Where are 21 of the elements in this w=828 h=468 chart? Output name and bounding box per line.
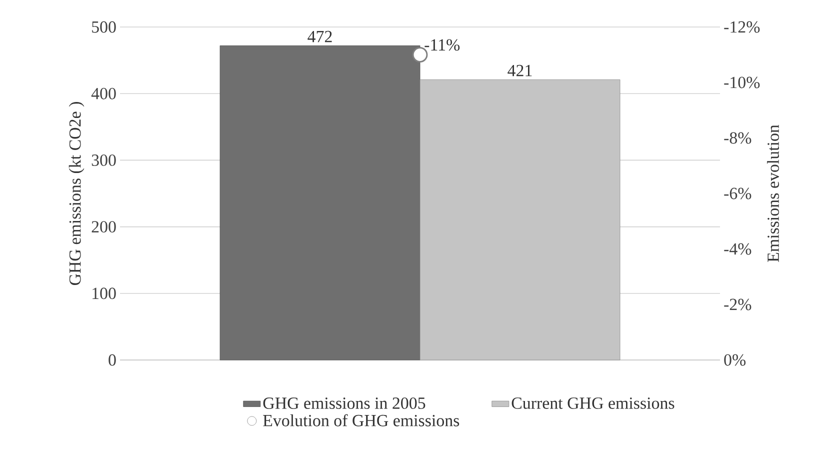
y-tick-label: 200: [92, 221, 116, 233]
y-tick-label: 500: [92, 21, 116, 33]
y2-tick-label: -10%: [724, 76, 760, 88]
legend-label: GHG emissions in 2005: [263, 397, 426, 409]
y-axis-title: GHG emissions (kt CO2e ): [68, 102, 84, 286]
y2-tick-label: -8%: [724, 132, 752, 144]
y-tick-label: 100: [92, 288, 116, 300]
y-tick-label: 400: [91, 88, 116, 100]
y2-tick-label: 0%: [724, 354, 746, 366]
legend-label: Evolution of GHG emissions: [263, 414, 460, 426]
legend-label: Current GHG emissions: [512, 398, 674, 409]
y2-tick-label: -2%: [724, 298, 752, 310]
y-tick-label: 0: [108, 354, 116, 366]
data-label: 421: [508, 64, 532, 76]
data-label: 472: [308, 30, 332, 42]
y-tick-label: 300: [92, 154, 116, 166]
data-label: -11%: [424, 39, 460, 51]
y2-tick-label: -12%: [724, 21, 760, 33]
y2-tick-label: -4%: [724, 243, 752, 255]
y2-tick-label: -6%: [724, 188, 752, 200]
y2-axis-title: Emissions evolution: [767, 124, 779, 262]
